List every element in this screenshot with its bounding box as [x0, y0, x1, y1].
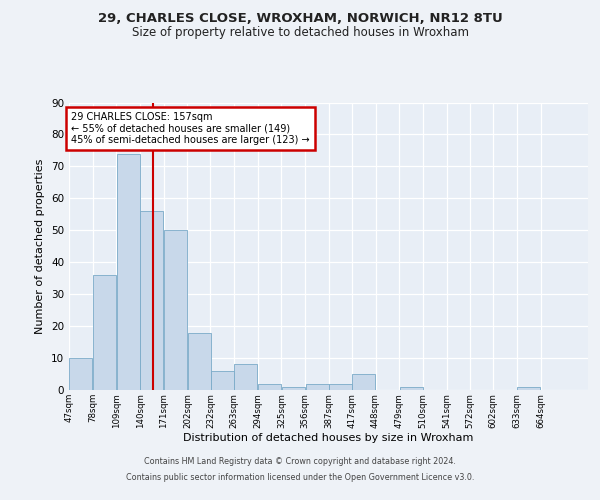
Bar: [305, 384, 329, 390]
Bar: [70, 358, 92, 390]
Bar: [258, 384, 281, 390]
Bar: [188, 332, 211, 390]
Text: 29 CHARLES CLOSE: 157sqm
← 55% of detached houses are smaller (149)
45% of semi-: 29 CHARLES CLOSE: 157sqm ← 55% of detach…: [71, 112, 310, 146]
Bar: [400, 387, 422, 390]
Bar: [93, 275, 116, 390]
Bar: [235, 364, 257, 390]
Text: Size of property relative to detached houses in Wroxham: Size of property relative to detached ho…: [131, 26, 469, 39]
Bar: [140, 211, 163, 390]
X-axis label: Distribution of detached houses by size in Wroxham: Distribution of detached houses by size …: [184, 433, 473, 443]
Text: Contains HM Land Registry data © Crown copyright and database right 2024.: Contains HM Land Registry data © Crown c…: [144, 458, 456, 466]
Bar: [164, 230, 187, 390]
Text: Contains public sector information licensed under the Open Government Licence v3: Contains public sector information licen…: [126, 472, 474, 482]
Bar: [329, 384, 352, 390]
Bar: [517, 387, 540, 390]
Bar: [282, 387, 305, 390]
Bar: [211, 371, 234, 390]
Text: 29, CHARLES CLOSE, WROXHAM, NORWICH, NR12 8TU: 29, CHARLES CLOSE, WROXHAM, NORWICH, NR1…: [98, 12, 502, 26]
Y-axis label: Number of detached properties: Number of detached properties: [35, 158, 46, 334]
Bar: [117, 154, 140, 390]
Bar: [352, 374, 375, 390]
